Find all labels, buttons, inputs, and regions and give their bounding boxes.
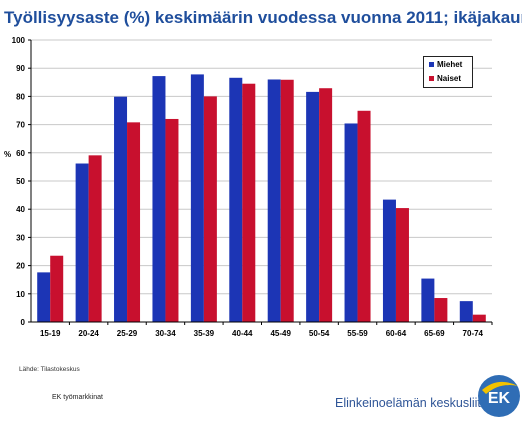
- bar-miehet-45-49: [267, 79, 281, 322]
- ek-logo: EK: [478, 375, 520, 417]
- bar-miehet-20-24: [75, 163, 89, 322]
- y-tick-label: 80: [16, 92, 25, 101]
- source-note: Lähde: Tilastokeskus: [19, 366, 80, 373]
- y-tick-label: 30: [16, 233, 25, 242]
- x-tick-label: 50-54: [309, 329, 330, 338]
- bar-miehet-15-19: [37, 272, 51, 322]
- bar-naiset-25-29: [127, 122, 141, 323]
- legend-item-naiset: Naiset: [424, 72, 472, 85]
- legend-item-miehet: Miehet: [424, 58, 472, 71]
- x-tick-label: 15-19: [40, 329, 61, 338]
- footer-label: EK työmarkkinat: [52, 394, 103, 401]
- y-tick-label: 90: [16, 64, 25, 73]
- bars: [37, 74, 486, 323]
- bar-chart: 0 10 20 30 40 50 60 70 80 90 100% 15-19 20-24 25-29 3…: [4, 36, 493, 338]
- bar-miehet-55-59: [344, 123, 358, 322]
- bar-naiset-70-74: [472, 314, 486, 322]
- y-tick-label: 70: [16, 121, 25, 130]
- logo-text: EK: [488, 390, 511, 407]
- x-tick-label: 70-74: [463, 329, 484, 338]
- x-tick-label: 40-44: [232, 329, 253, 338]
- y-tick-label: 20: [16, 262, 25, 271]
- y-tick-label: 10: [16, 290, 25, 299]
- legend-label-miehet: Miehet: [437, 60, 463, 69]
- bar-naiset-65-69: [434, 298, 448, 322]
- gridlines: [31, 39, 492, 295]
- x-axis: 15-19 20-24 25-29 30-34 35-39 40-44 45-49 50-54…: [31, 321, 493, 338]
- bar-naiset-15-19: [50, 255, 64, 322]
- legend: Miehet Naiset: [423, 56, 473, 88]
- bar-naiset-40-44: [242, 83, 256, 323]
- bar-naiset-60-64: [395, 208, 409, 322]
- legend-swatch-naiset: [429, 76, 434, 81]
- bar-miehet-25-29: [114, 96, 128, 322]
- bar-naiset-55-59: [357, 110, 371, 322]
- y-tick-label: 60: [16, 149, 25, 158]
- bar-naiset-45-49: [280, 79, 294, 323]
- bar-miehet-60-64: [382, 199, 396, 322]
- y-axis-label: %: [4, 150, 11, 159]
- legend-swatch-miehet: [429, 62, 434, 67]
- x-tick-label: 45-49: [270, 329, 291, 338]
- bar-miehet-40-44: [229, 77, 243, 323]
- bar-miehet-50-54: [306, 91, 320, 322]
- y-tick-label: 100: [12, 36, 26, 45]
- bar-naiset-50-54: [319, 88, 333, 322]
- x-tick-label: 20-24: [78, 329, 99, 338]
- bar-naiset-30-34: [165, 118, 179, 323]
- logo-swoosh: [482, 381, 518, 394]
- bar-naiset-35-39: [203, 96, 217, 323]
- x-tick-label: 35-39: [194, 329, 215, 338]
- y-axis: 0 10 20 30 40 50 60 70 80 90 100%: [4, 36, 32, 327]
- bar-miehet-70-74: [459, 301, 473, 322]
- x-tick-label: 60-64: [386, 329, 407, 338]
- y-tick-label: 40: [16, 205, 25, 214]
- y-tick-label: 0: [21, 318, 26, 327]
- bar-miehet-65-69: [421, 278, 435, 322]
- x-tick-label: 65-69: [424, 329, 445, 338]
- x-tick-label: 55-59: [347, 329, 368, 338]
- organization-name: Elinkeinoelämän keskusliitto: [335, 396, 492, 410]
- legend-label-naiset: Naiset: [437, 74, 462, 83]
- bar-miehet-35-39: [190, 74, 204, 323]
- x-tick-label: 30-34: [155, 329, 176, 338]
- y-tick-label: 50: [16, 177, 25, 186]
- x-tick-label: 25-29: [117, 329, 138, 338]
- chart-title: Työllisyysaste (%) keskimäärin vuodessa …: [4, 8, 522, 27]
- bar-naiset-20-24: [88, 155, 102, 322]
- bar-miehet-30-34: [152, 76, 166, 322]
